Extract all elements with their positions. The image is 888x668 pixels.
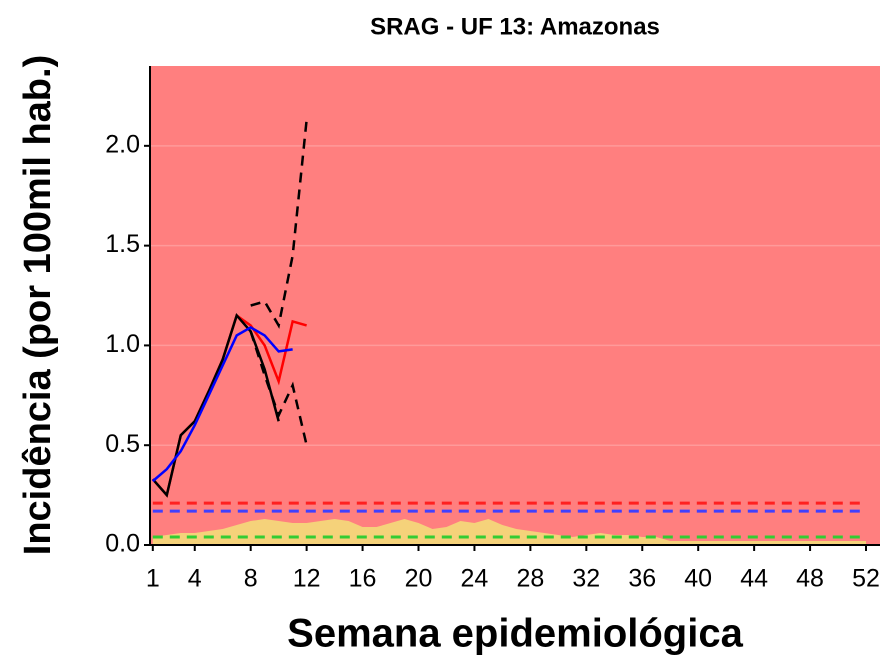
x-axis-label: Semana epidemiológica	[287, 612, 743, 656]
y-axis-label: Incidência (por 100mil hab.)	[17, 55, 59, 555]
x-tick-label: 16	[349, 565, 377, 593]
y-tick-label: 1.5	[105, 230, 140, 258]
x-tick-label: 48	[796, 565, 824, 593]
x-tick-label: 20	[405, 565, 433, 593]
x-tick-label: 36	[628, 565, 656, 593]
x-tick-label: 44	[740, 565, 768, 593]
y-tick-label: 2.0	[105, 130, 140, 158]
x-tick-label: 40	[684, 565, 712, 593]
chart-title: SRAG - UF 13: Amazonas	[370, 13, 660, 40]
x-tick-label: 8	[244, 565, 258, 593]
x-tick-label: 28	[516, 565, 544, 593]
x-tick-label: 24	[461, 565, 489, 593]
x-tick-label: 1	[146, 565, 160, 593]
x-tick-label: 4	[188, 565, 202, 593]
x-tick-label: 52	[852, 565, 880, 593]
series-line	[151, 326, 293, 483]
series-line	[250, 119, 308, 329]
series-line	[249, 331, 308, 446]
x-tick-label: 32	[572, 565, 600, 593]
plot-background	[150, 66, 880, 545]
series-line	[151, 312, 280, 498]
x-tick-label: 12	[293, 565, 321, 593]
y-tick-label: 1.0	[105, 330, 140, 358]
y-tick-label: 0.0	[105, 530, 140, 558]
y-tick-label: 0.5	[105, 430, 140, 458]
